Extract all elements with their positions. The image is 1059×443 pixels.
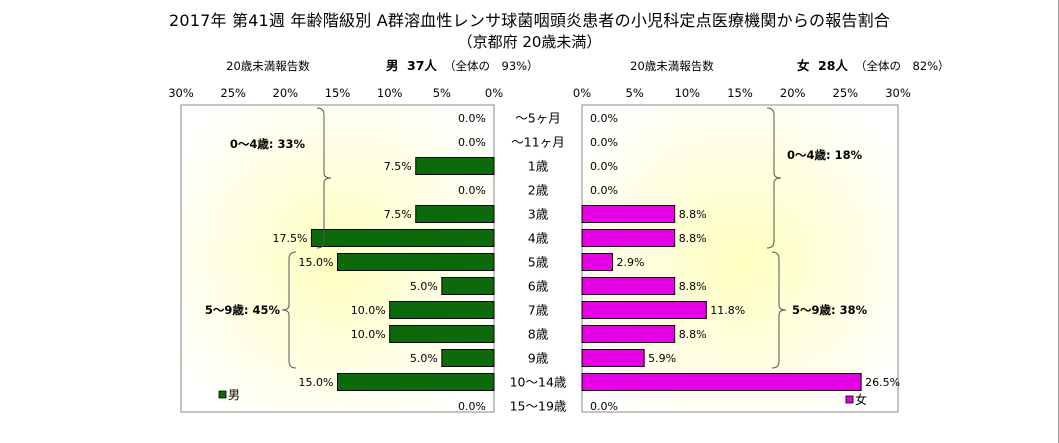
bar-female [581,277,676,295]
data-label-female: 0.0% [590,400,618,413]
category-label: 5歳 [528,255,549,270]
x-tick-label-female: 30% [885,86,911,100]
x-tick-label-female: 25% [833,86,859,100]
data-label-male: 7.5% [384,160,412,173]
bar-male [337,253,495,271]
category-label: 2歳 [528,183,549,198]
brace-female-5-9 [771,251,787,369]
brace-male-5-9 [281,251,297,369]
female-header-share: （全体の 82%） [855,59,950,73]
data-label-male: 15.0% [299,376,334,389]
category-label: 9歳 [528,351,549,366]
x-tick-label-male: 0% [485,86,503,100]
female-header-count: 28人 [818,58,848,73]
male-header-share: （全体の 93%） [444,59,539,73]
male-header-sex: 男 [386,58,399,73]
data-label-male: 10.0% [351,304,386,317]
group-label-female: 0〜4歳: 18% [787,148,863,162]
x-tick-label-male: 20% [273,86,299,100]
category-label: 3歳 [528,207,549,222]
female-header-label: 20歳未満報告数 [630,59,714,73]
brace-male-0-4 [316,107,332,249]
bar-female [581,349,645,367]
category-label: 〜11ヶ月 [511,135,564,150]
male-header-label: 20歳未満報告数 [226,59,310,73]
data-label-male: 0.0% [458,400,486,413]
bar-female [581,205,676,223]
x-tick-label-female: 10% [675,86,701,100]
data-label-female: 2.9% [617,256,645,269]
category-label: 6歳 [528,279,549,294]
bar-male [415,157,495,175]
data-label-female: 0.0% [590,136,618,149]
chart-subtitle: （京都府 20歳未満） [457,33,602,51]
data-label-female: 0.0% [590,184,618,197]
data-label-male: 17.5% [272,232,307,245]
brace-female-0-4 [766,107,782,249]
bar-female [581,373,862,391]
x-tick-label-male: 15% [325,86,351,100]
legend-label-female: 女 [855,392,867,407]
data-label-male: 10.0% [351,328,386,341]
bar-female [581,301,707,319]
chart-title: 2017年 第41週 年齢階級別 A群溶血性レンサ球菌咽頭炎患者の小児科定点医療… [168,11,891,30]
data-label-male: 7.5% [384,208,412,221]
category-label: 1歳 [528,159,549,174]
bar-male [337,373,495,391]
bar-male [310,229,495,247]
data-label-female: 8.8% [679,208,707,221]
bar-female [581,325,676,343]
bar-male [415,205,495,223]
x-tick-label-male: 5% [433,86,451,100]
x-tick-label-male: 10% [377,86,403,100]
x-tick-label-female: 20% [780,86,806,100]
category-label: 15〜19歳 [510,399,567,414]
category-label: 7歳 [528,303,549,318]
data-label-male: 0.0% [458,184,486,197]
data-label-female: 8.8% [679,232,707,245]
data-label-female: 0.0% [590,112,618,125]
female-header-sex: 女 [797,58,810,73]
bar-female [581,229,676,247]
data-label-female: 0.0% [590,160,618,173]
data-label-female: 5.9% [648,352,676,365]
male-header-count: 37人 [407,58,437,73]
x-tick-label-female: 0% [573,86,591,100]
data-label-male: 0.0% [458,136,486,149]
bar-male [389,301,495,319]
legend-swatch-female [845,395,854,404]
data-label-female: 8.8% [679,280,707,293]
legend-label-male: 男 [228,388,240,402]
category-label: 4歳 [528,231,549,246]
bar-female [581,253,614,271]
bar-male [441,277,495,295]
bar-male [441,349,495,367]
data-label-female: 8.8% [679,328,707,341]
data-label-female: 26.5% [865,376,900,389]
category-label: 8歳 [528,327,549,342]
bar-male [389,325,495,343]
data-label-female: 11.8% [710,304,745,317]
data-label-male: 5.0% [410,352,438,365]
legend-swatch-male [218,390,227,399]
group-label-male: 0〜4歳: 33% [230,137,306,151]
group-label-female: 5〜9歳: 38% [792,303,868,317]
category-label: 〜5ヶ月 [515,111,560,126]
x-tick-label-male: 25% [220,86,246,100]
x-tick-label-male: 30% [168,86,194,100]
data-label-male: 15.0% [299,256,334,269]
x-tick-label-female: 5% [626,86,644,100]
data-label-male: 5.0% [410,280,438,293]
data-label-male: 0.0% [458,112,486,125]
category-label: 10〜14歳 [510,375,567,390]
x-tick-label-female: 15% [727,86,753,100]
group-label-male: 5〜9歳: 45% [205,303,281,317]
